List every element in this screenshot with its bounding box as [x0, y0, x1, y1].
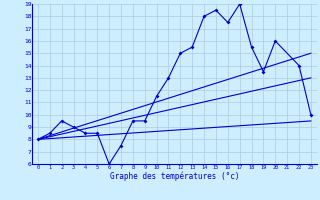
X-axis label: Graphe des températures (°c): Graphe des températures (°c) — [110, 171, 239, 181]
